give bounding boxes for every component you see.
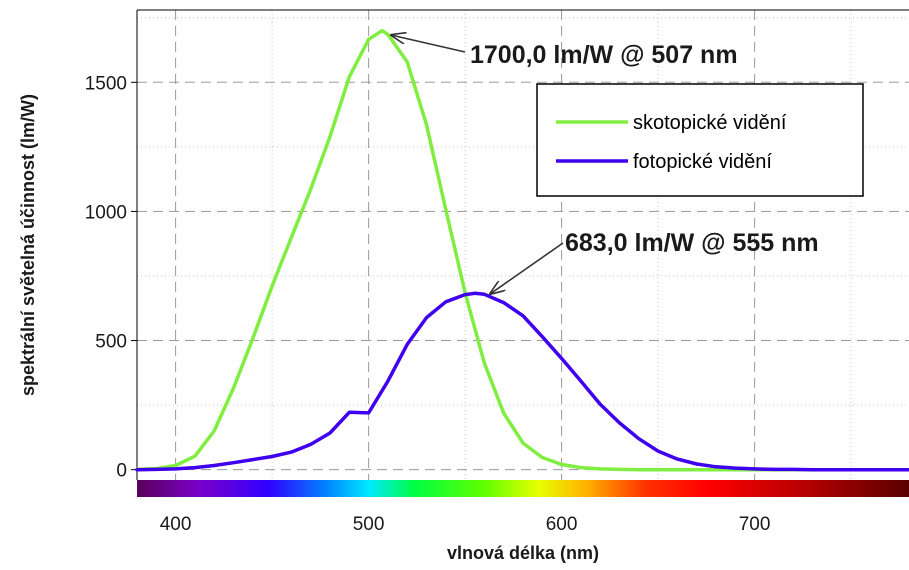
y-tick-label: 500 <box>95 332 127 353</box>
x-tick-label: 400 <box>160 514 192 535</box>
x-tick-label: 500 <box>353 514 385 535</box>
x-axis-title: vlnová délka (nm) <box>447 543 599 563</box>
x-tick-label: 700 <box>739 514 771 535</box>
legend-label-photopic: fotopické vidění <box>633 151 772 173</box>
y-axis-title: spektrální světelná účinnost (lm/W) <box>18 94 38 396</box>
series-layer <box>135 28 909 472</box>
series-line-photopic <box>135 291 909 472</box>
y-tick-label: 1500 <box>85 73 127 94</box>
annotation-arrow-scotopic <box>391 35 466 53</box>
legend-box <box>536 83 864 197</box>
annotation-arrow-photopic <box>490 242 564 294</box>
y-tick-label: 1000 <box>85 202 127 223</box>
x-tick-label: 600 <box>546 514 578 535</box>
legend-label-scotopic: skotopické vidění <box>633 112 787 134</box>
annotation-photopic-peak: 683,0 lm/W @ 555 nm <box>565 229 819 257</box>
legend: skotopické vidění fotopické vidění <box>536 83 864 197</box>
y-tick-label: 0 <box>116 461 127 482</box>
grid-major <box>137 10 909 480</box>
spectrum-bar <box>137 480 909 497</box>
grid-minor <box>137 10 909 480</box>
y-ticks: 0 500 1000 1500 <box>85 73 137 482</box>
x-ticks: 400 500 600 700 <box>160 514 771 535</box>
annotation-scotopic-peak: 1700,0 lm/W @ 507 nm <box>470 41 738 69</box>
